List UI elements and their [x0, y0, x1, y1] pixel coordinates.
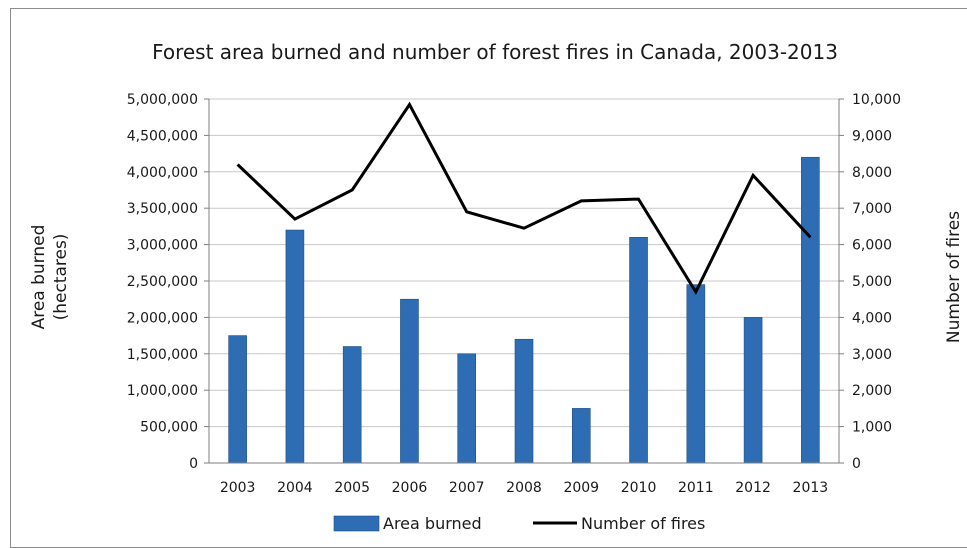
x-tick-label: 2013	[793, 480, 829, 496]
left-tick-label: 4,500,000	[127, 128, 198, 144]
left-tick-label: 3,500,000	[127, 201, 198, 217]
x-axis-ticks: 2003 2004 2005 2006 2007 2008 2009 2010 2011 2012…	[220, 480, 828, 496]
bar-series-area-burned	[229, 157, 820, 463]
right-tick-label: 7,000	[852, 201, 892, 217]
left-tick-label: 1,500,000	[127, 347, 198, 363]
bar-2005	[343, 347, 361, 463]
bar-2012	[744, 317, 762, 463]
bar-2004	[286, 230, 304, 463]
x-tick-label: 2007	[449, 480, 485, 496]
x-tick-label: 2008	[506, 480, 542, 496]
left-tick-label: 2,000,000	[127, 310, 198, 326]
fires-line	[238, 105, 811, 292]
right-tick-label: 6,000	[852, 238, 892, 254]
left-tick-label: 3,000,000	[127, 238, 198, 254]
right-tick-label: 10,000	[852, 92, 901, 108]
right-axis-ticks: 0 1,000 2,000 3,000 4,000 5,000 6,000 7,000 8,00…	[839, 92, 901, 472]
x-tick-label: 2009	[563, 480, 599, 496]
right-tick-label: 5,000	[852, 274, 892, 290]
bar-2011	[687, 285, 705, 463]
right-axis-label: Number of fires	[944, 211, 964, 343]
x-tick-label: 2004	[277, 480, 313, 496]
right-tick-label: 2,000	[852, 383, 892, 399]
right-tick-label: 4,000	[852, 310, 892, 326]
bar-2003	[229, 336, 247, 463]
left-tick-label: 1,000,000	[127, 383, 198, 399]
x-tick-label: 2003	[220, 480, 256, 496]
legend-label-number-of-fires: Number of fires	[581, 514, 705, 533]
x-tick-label: 2011	[678, 480, 714, 496]
x-tick-label: 2012	[735, 480, 771, 496]
legend-swatch-area-burned	[334, 516, 379, 531]
bar-2008	[515, 339, 533, 463]
x-tick-label: 2010	[621, 480, 657, 496]
bar-2006	[400, 299, 418, 463]
right-tick-label: 0	[852, 456, 861, 472]
x-tick-label: 2005	[334, 480, 370, 496]
bar-2013	[801, 157, 819, 463]
left-axis-ticks: 0 500,000 1,000,000 1,500,000 2,000,000 2,500…	[127, 92, 209, 472]
legend: Area burned Number of fires	[334, 514, 705, 533]
right-tick-label: 3,000	[852, 347, 892, 363]
right-tick-label: 8,000	[852, 165, 892, 181]
left-tick-label: 0	[189, 456, 198, 472]
line-series-number-of-fires	[238, 104, 811, 291]
right-tick-label: 9,000	[852, 128, 892, 144]
x-tick-label: 2006	[392, 480, 428, 496]
chart-svg: Forest area burned and number of forest …	[11, 9, 967, 547]
bar-2010	[630, 237, 648, 463]
chart-frame: Forest area burned and number of forest …	[10, 8, 967, 548]
left-tick-label: 500,000	[140, 420, 198, 436]
chart-title: Forest area burned and number of forest …	[152, 40, 838, 64]
left-axis-label-line2: (hectares)	[51, 234, 71, 321]
bar-2009	[572, 408, 590, 463]
left-axis-label-line1: Area burned	[29, 225, 49, 330]
right-tick-label: 1,000	[852, 420, 892, 436]
bar-2007	[458, 354, 476, 463]
left-tick-label: 2,500,000	[127, 274, 198, 290]
left-tick-label: 4,000,000	[127, 165, 198, 181]
left-tick-label: 5,000,000	[127, 92, 198, 108]
legend-label-area-burned: Area burned	[383, 514, 482, 533]
